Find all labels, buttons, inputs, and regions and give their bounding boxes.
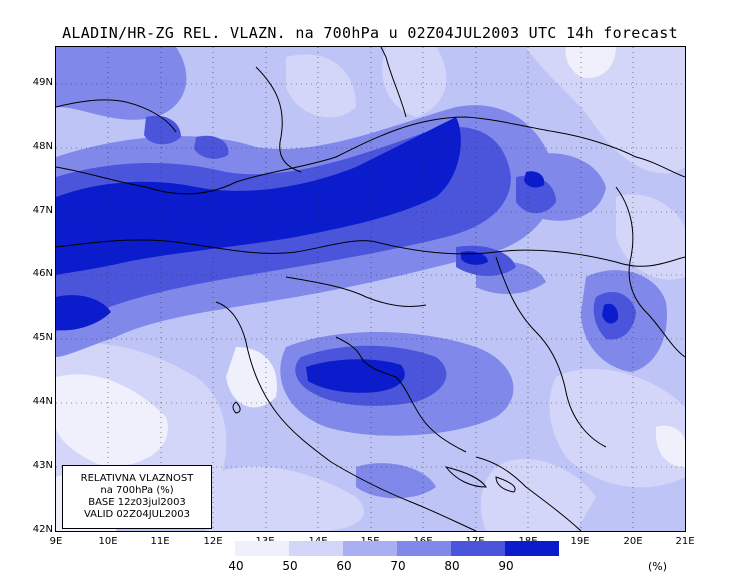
lat-label-47n: 47N [32, 205, 53, 216]
lat-label-44n: 44N [32, 396, 53, 407]
lat-label-43n: 43N [32, 460, 53, 471]
lon-label-21e: 21E [675, 536, 695, 547]
colorbar-swatch-40 [235, 541, 289, 556]
band-90 [56, 117, 619, 393]
colorbar-swatch-90 [505, 541, 559, 556]
colorbar-label-60: 60 [336, 559, 352, 573]
humidity-map [55, 46, 686, 532]
lon-label-19e: 19E [570, 536, 590, 547]
lon-label-20e: 20E [623, 536, 643, 547]
legend-line-base: BASE 12z03jul2003 [88, 497, 186, 508]
lon-label-10e: 10E [98, 536, 118, 547]
colorbar-swatch-70 [397, 541, 451, 556]
lat-label-45n: 45N [32, 332, 53, 343]
humidity-field [56, 47, 685, 531]
lat-label-48n: 48N [32, 141, 53, 152]
colorbar-swatch-50 [289, 541, 343, 556]
map-title: ALADIN/HR-ZG REL. VLAZN. na 700hPa u 02Z… [62, 24, 678, 42]
colorbar-units: (%) [648, 560, 668, 573]
legend-line-variable: RELATIVNA VLAZNOST [80, 473, 194, 484]
legend-box: RELATIVNA VLAZNOST na 700hPa (%) BASE 12… [62, 465, 212, 529]
lon-label-9e: 9E [49, 536, 63, 547]
lat-label-42n: 42N [32, 524, 53, 535]
colorbar-swatch-80 [451, 541, 505, 556]
lon-label-11e: 11E [150, 536, 170, 547]
legend-line-level: na 700hPa (%) [100, 485, 174, 496]
graticule [56, 47, 685, 531]
colorbar-label-40: 40 [228, 559, 244, 573]
lon-label-12e: 12E [203, 536, 223, 547]
colorbar-label-50: 50 [282, 559, 298, 573]
lat-label-46n: 46N [32, 268, 53, 279]
lat-label-49n: 49N [32, 77, 53, 88]
legend-line-valid: VALID 02Z04JUL2003 [83, 509, 191, 520]
coastlines [56, 47, 685, 531]
colorbar-swatch-60 [343, 541, 397, 556]
colorbar-label-80: 80 [444, 559, 460, 573]
colorbar-label-90: 90 [498, 559, 514, 573]
colorbar-label-70: 70 [390, 559, 406, 573]
